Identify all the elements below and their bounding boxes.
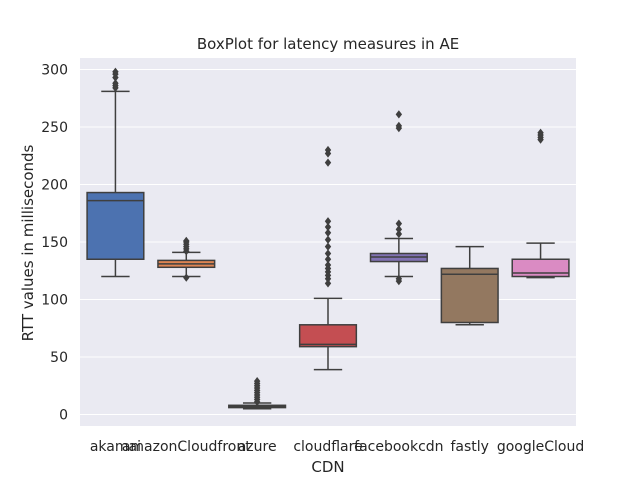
outlier-facebookcdn-2: [395, 229, 403, 239]
outlier-cloudflare-0: [324, 279, 332, 288]
chart-title: BoxPlot for latency measures in AE: [197, 35, 459, 53]
iqr-box-cloudflare: [298, 324, 358, 348]
y-tick-label-150: 150: [41, 235, 68, 251]
box-akamai: [86, 67, 145, 278]
outlier-facebookcdn-4: [395, 219, 403, 228]
outlier-cloudflare-13: [324, 158, 332, 167]
iqr-box-akamai: [86, 191, 145, 260]
outlier-cloudflare-5: [324, 260, 332, 270]
outlier-cloudflare-10: [324, 228, 332, 237]
outlier-cloudflare-11: [324, 222, 332, 232]
y-tick-label-0: 0: [59, 408, 68, 424]
y-axis-title: RTT values in milliseconds: [19, 144, 37, 341]
outlier-cloudflare-6: [324, 255, 332, 264]
iqr-box-googleCloud: [511, 258, 570, 278]
outlier-akamai-5: [112, 67, 119, 76]
box-cloudflare: [298, 145, 358, 371]
y-tick-label-200: 200: [41, 178, 68, 194]
box-amazonCloudfront: [157, 236, 216, 282]
y-tick-label-100: 100: [41, 293, 68, 309]
x-tick-label-cloudflare: cloudflare: [293, 439, 362, 455]
outlier-cloudflare-8: [324, 242, 332, 251]
y-tick-labels: 0 50 100 150 200 250 300: [41, 63, 68, 424]
outlier-cloudflare-7: [324, 249, 332, 258]
box-series: [86, 67, 570, 410]
box-fastly: [440, 245, 499, 326]
y-tick-label-50: 50: [50, 350, 68, 366]
box-facebookcdn: [369, 110, 428, 286]
x-axis-title: CDN: [311, 458, 344, 476]
outlier-azure-9: [253, 376, 261, 386]
x-tick-label-facebookcdn: facebookcdn: [354, 439, 443, 455]
y-tick-label-300: 300: [41, 63, 68, 79]
outlier-cloudflare-9: [324, 235, 332, 244]
iqr-box-fastly: [440, 267, 499, 324]
x-tick-label-fastly: fastly: [450, 439, 488, 455]
x-tick-label-googleCloud: googleCloud: [497, 439, 584, 455]
y-tick-label-250: 250: [41, 120, 68, 136]
outlier-googleCloud-3: [537, 128, 544, 137]
box-azure: [228, 376, 287, 410]
outlier-facebookcdn-6: [395, 121, 403, 131]
box-googleCloud: [511, 128, 570, 279]
x-tick-label-akamai: akamai: [90, 439, 141, 455]
outlier-akamai-2: [112, 79, 119, 88]
outlier-amazonCloudfront-0: [183, 273, 190, 282]
outlier-amazonCloudfront-6: [183, 236, 190, 246]
x-tick-label-amazonCloudfront: amazonCloudfront: [122, 439, 251, 455]
outlier-cloudflare-15: [324, 145, 332, 155]
outlier-cloudflare-12: [324, 217, 332, 226]
outlier-facebookcdn-7: [395, 110, 403, 119]
outlier-facebookcdn-3: [395, 225, 403, 234]
x-tick-label-azure: azure: [238, 439, 277, 455]
outlier-facebookcdn-1: [395, 274, 403, 283]
